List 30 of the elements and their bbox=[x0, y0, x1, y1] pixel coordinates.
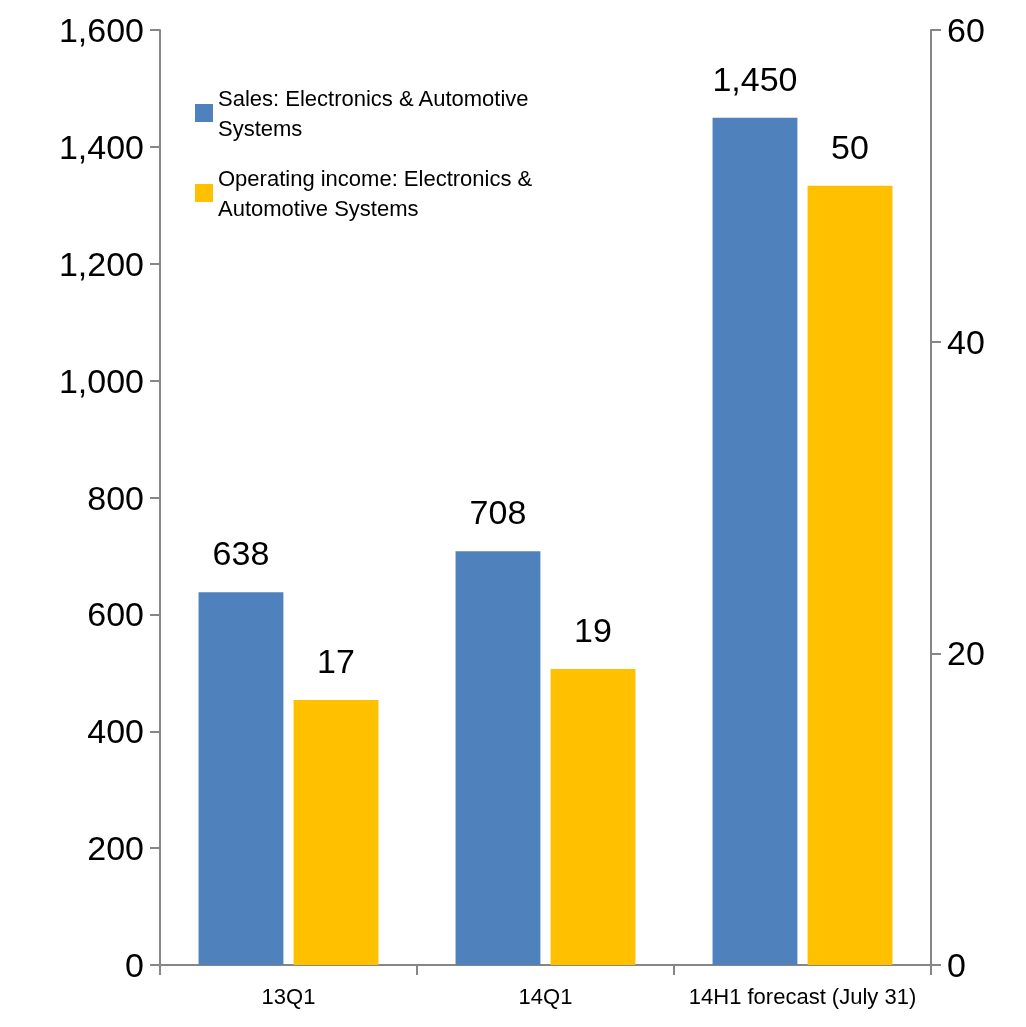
y-tick-label: 400 bbox=[87, 712, 144, 751]
bar bbox=[293, 700, 379, 965]
bar bbox=[712, 117, 798, 965]
y-tick-label: 200 bbox=[87, 829, 144, 868]
data-label: 708 bbox=[469, 493, 527, 532]
data-label: 50 bbox=[831, 127, 869, 166]
y-tick-label: 1,600 bbox=[58, 11, 144, 49]
legend-label: Operating income: Electronics & Automotive Systems bbox=[218, 165, 539, 221]
x-tick-label: 14Q1 bbox=[518, 983, 573, 1009]
x-tick-label: 13Q1 bbox=[261, 983, 316, 1009]
y-tick-label: 0 bbox=[125, 946, 144, 984]
bar bbox=[807, 185, 893, 965]
y2-tick-label: 0 bbox=[947, 946, 966, 984]
bar bbox=[550, 668, 636, 965]
data-label: 638 bbox=[212, 534, 270, 573]
y2-tick-label: 60 bbox=[947, 11, 985, 49]
bar bbox=[455, 551, 541, 965]
data-label: 17 bbox=[317, 642, 355, 681]
y-tick-label: 600 bbox=[87, 595, 144, 634]
y2-tick-label: 40 bbox=[947, 322, 985, 361]
y2-tick-label: 20 bbox=[947, 634, 985, 673]
data-label: 19 bbox=[574, 610, 612, 649]
y-tick-label: 800 bbox=[87, 478, 144, 517]
y-tick-label: 1,000 bbox=[58, 361, 144, 400]
y-tick-label: 1,400 bbox=[58, 127, 144, 166]
legend-label: Sales: Electronics & Automotive Systems bbox=[218, 85, 535, 141]
data-label: 1,450 bbox=[712, 59, 798, 98]
y-tick-label: 1,200 bbox=[58, 244, 144, 283]
bar bbox=[198, 592, 284, 965]
x-tick-label: 14H1 forecast (July 31) bbox=[688, 983, 917, 1009]
